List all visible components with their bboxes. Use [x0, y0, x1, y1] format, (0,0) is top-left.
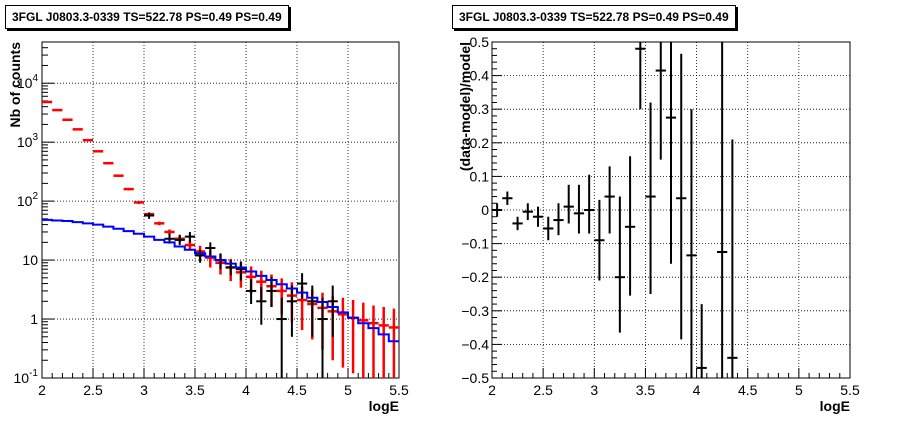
right-y-tick-label: 0.5: [470, 34, 490, 50]
right-x-tick-label: 3.5: [636, 382, 656, 398]
right-y-tick-label: 0.3: [470, 101, 490, 117]
left-y-tick-label: 10-1: [14, 368, 39, 386]
right-y-axis-label: (data-model)/model: [457, 42, 473, 171]
right-y-tick-label: −0.3: [461, 303, 489, 319]
right-y-tick-label: −0.2: [461, 269, 489, 285]
left-y-tick-label: 103: [17, 132, 39, 150]
left-x-tick-label: 5: [344, 382, 352, 398]
right-y-tick-label: 0.1: [470, 168, 490, 184]
right-x-tick-label: 5.5: [840, 382, 860, 398]
right-series-group: [492, 42, 738, 378]
left-x-tick-label: 2.5: [83, 382, 103, 398]
left-x-tick-label: 4: [242, 382, 250, 398]
right-y-tick-label: −0.1: [461, 236, 489, 252]
left-x-tick-label: 3: [140, 382, 148, 398]
left-plot-frame: [41, 41, 400, 379]
left-chart-title: 3FGL J0803.3-0339 TS=522.78 PS=0.49 PS=0…: [5, 5, 289, 29]
right-chart-title: 3FGL J0803.3-0339 TS=522.78 PS=0.49 PS=0…: [452, 5, 736, 29]
right-y-tick-label: 0: [481, 202, 489, 218]
right-y-tick-label: 0.2: [470, 135, 490, 151]
right-x-tick-label: 4: [693, 382, 701, 398]
left-x-tick-label: 2: [38, 382, 46, 398]
right-y-tick-label: −0.4: [461, 336, 489, 352]
left-y-tick-label: 10: [22, 252, 38, 268]
right-x-tick-label: 2: [488, 382, 496, 398]
right-x-tick-label: 2.5: [533, 382, 553, 398]
right-x-axis-label: logE: [820, 398, 850, 414]
left-x-axis-label: logE: [369, 398, 399, 414]
left-x-tick-label: 3.5: [185, 382, 205, 398]
left-y-tick-label: 1: [30, 311, 38, 327]
left-y-axis-label: Nb of counts: [7, 42, 23, 128]
right-y-tick-label: −0.5: [461, 370, 489, 386]
right-x-tick-label: 5: [795, 382, 803, 398]
left-model-line: [42, 218, 399, 343]
left-y-tick-label: 104: [17, 73, 39, 91]
right-chart: 2 2.5 3 3.5 4 4.5 5 5.5 −0.5 −0.4 −0.3 −0.2 −0.1 0 0.1…: [461, 34, 860, 398]
left-x-tick-label: 5.5: [389, 382, 409, 398]
left-y-tick-label: 102: [17, 191, 39, 209]
right-x-tick-label: 4.5: [738, 382, 758, 398]
left-series-group: [42, 100, 399, 378]
right-x-tick-label: 3: [590, 382, 598, 398]
left-x-tick-label: 4.5: [287, 382, 307, 398]
left-chart: 2 2.5 3 3.5 4 4.5 5 5.5 10-1 1 10 102 103 104: [14, 41, 409, 398]
right-y-tick-label: 0.4: [470, 68, 490, 84]
